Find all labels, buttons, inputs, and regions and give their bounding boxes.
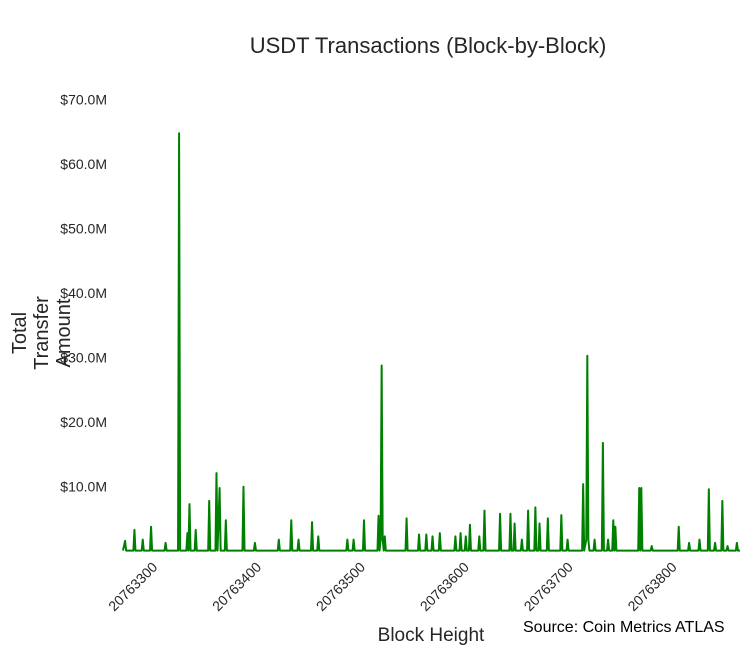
y-tick-label: $30.0M (60, 350, 107, 366)
y-tick-label: $60.0M (60, 156, 107, 172)
y-tick-label: $70.0M (60, 92, 107, 108)
x-tick-label: 20763400 (209, 559, 265, 615)
y-tick-label: $10.0M (60, 479, 107, 495)
data-line (122, 132, 740, 552)
chart-title: USDT Transactions (Block-by-Block) (250, 33, 607, 58)
y-tick-label: $40.0M (60, 285, 107, 301)
x-axis-label: Block Height (378, 625, 485, 646)
y-tick-label: $20.0M (60, 414, 107, 430)
y-axis-label: Total Transfer Amount (9, 296, 75, 370)
x-tick-label: 20763800 (624, 559, 680, 615)
x-tick-label: 20763500 (313, 559, 369, 615)
x-tick-label: 20763300 (105, 559, 161, 615)
source-annotation: Source: Coin Metrics ATLAS (523, 619, 725, 636)
x-tick-label: 20763600 (417, 559, 473, 615)
y-tick-label: $50.0M (60, 221, 107, 237)
x-tick-label: 20763700 (521, 559, 577, 615)
